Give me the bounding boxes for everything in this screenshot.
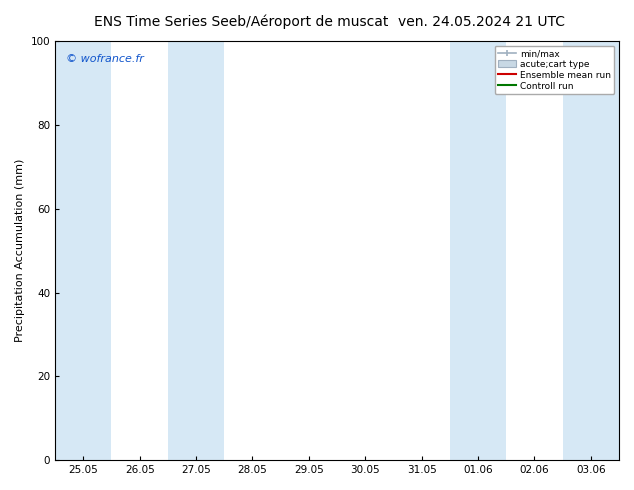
Legend: min/max, acute;cart type, Ensemble mean run, Controll run: min/max, acute;cart type, Ensemble mean …: [495, 46, 614, 94]
Text: ENS Time Series Seeb/Aéroport de muscat: ENS Time Series Seeb/Aéroport de muscat: [94, 15, 388, 29]
Y-axis label: Precipitation Accumulation (mm): Precipitation Accumulation (mm): [15, 159, 25, 343]
Bar: [562, 41, 619, 460]
Bar: [450, 41, 506, 460]
Bar: [55, 41, 112, 460]
Text: © wofrance.fr: © wofrance.fr: [67, 53, 144, 64]
Bar: [168, 41, 224, 460]
Text: ven. 24.05.2024 21 UTC: ven. 24.05.2024 21 UTC: [398, 15, 566, 29]
